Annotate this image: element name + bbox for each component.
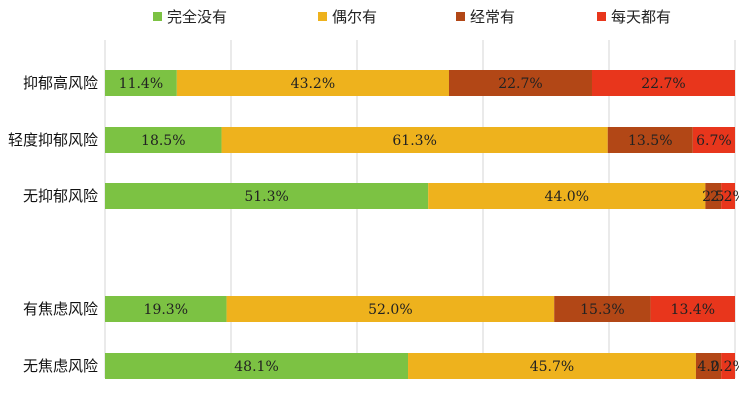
data-label: 22.7% [641,76,685,92]
bar-segment [105,353,409,379]
bar-segment [692,127,735,153]
data-label: 6.7% [696,133,732,149]
bar-segment [607,127,693,153]
data-label: 15.3% [580,302,624,318]
bars [105,70,735,379]
data-label: 22.7% [498,76,542,92]
bar-segment [721,183,735,209]
data-label: 18.5% [141,133,185,149]
bar-segment [105,70,177,96]
bar-segment [554,296,651,322]
bar-segment [695,353,722,379]
legend-label: 经常有 [470,8,515,26]
legend-label: 完全没有 [167,8,227,26]
data-labels: 11.4% 43.2% 22.7% 22.7% 18.5% 61.3% 13.5% 6.7% 5… [119,76,739,375]
category-label: 有焦虑风险 [23,300,98,318]
bar-segment [705,183,722,209]
bar-segment [105,183,429,209]
category-label: 抑郁高风险 [23,74,98,92]
bar-segment [428,183,706,209]
category-label: 无抑郁风险 [23,187,98,205]
bar-segment [448,70,592,96]
data-label: 11.4% [119,76,163,92]
data-label: 43.2% [291,76,335,92]
data-label: 45.7% [530,359,574,375]
bar-segment [226,296,555,322]
legend-swatch [153,12,162,21]
data-label: 52.0% [368,302,412,318]
data-label: 13.4% [671,302,715,318]
legend-swatch [456,12,465,21]
bar-segment [105,127,222,153]
data-label: 4.0 [697,359,719,375]
data-label: 2.2% [710,189,739,205]
legend-label: 每天都有 [611,8,671,26]
category-label: 轻度抑郁风险 [8,131,98,149]
data-label: 2.5 [702,189,724,205]
legend-label: 偶尔有 [332,8,377,26]
data-label: 61.3% [392,133,436,149]
bar-segment [176,70,449,96]
bar-segment [650,296,735,322]
data-label: 51.3% [244,189,288,205]
legend-swatch [597,12,606,21]
bar-segment [408,353,696,379]
data-label: 44.0% [545,189,589,205]
bar-segment [105,296,227,322]
data-label: 48.1% [234,359,278,375]
bar-segment [221,127,608,153]
bar-segment [591,70,735,96]
category-label: 无焦虑风险 [23,357,98,375]
bar-segment [721,353,735,379]
legend: 完全没有 偶尔有 经常有 每天都有 [153,8,671,26]
legend-swatch [318,12,327,21]
data-label: 19.3% [144,302,188,318]
data-label: 2.2% [710,359,739,375]
data-label: 13.5% [628,133,672,149]
